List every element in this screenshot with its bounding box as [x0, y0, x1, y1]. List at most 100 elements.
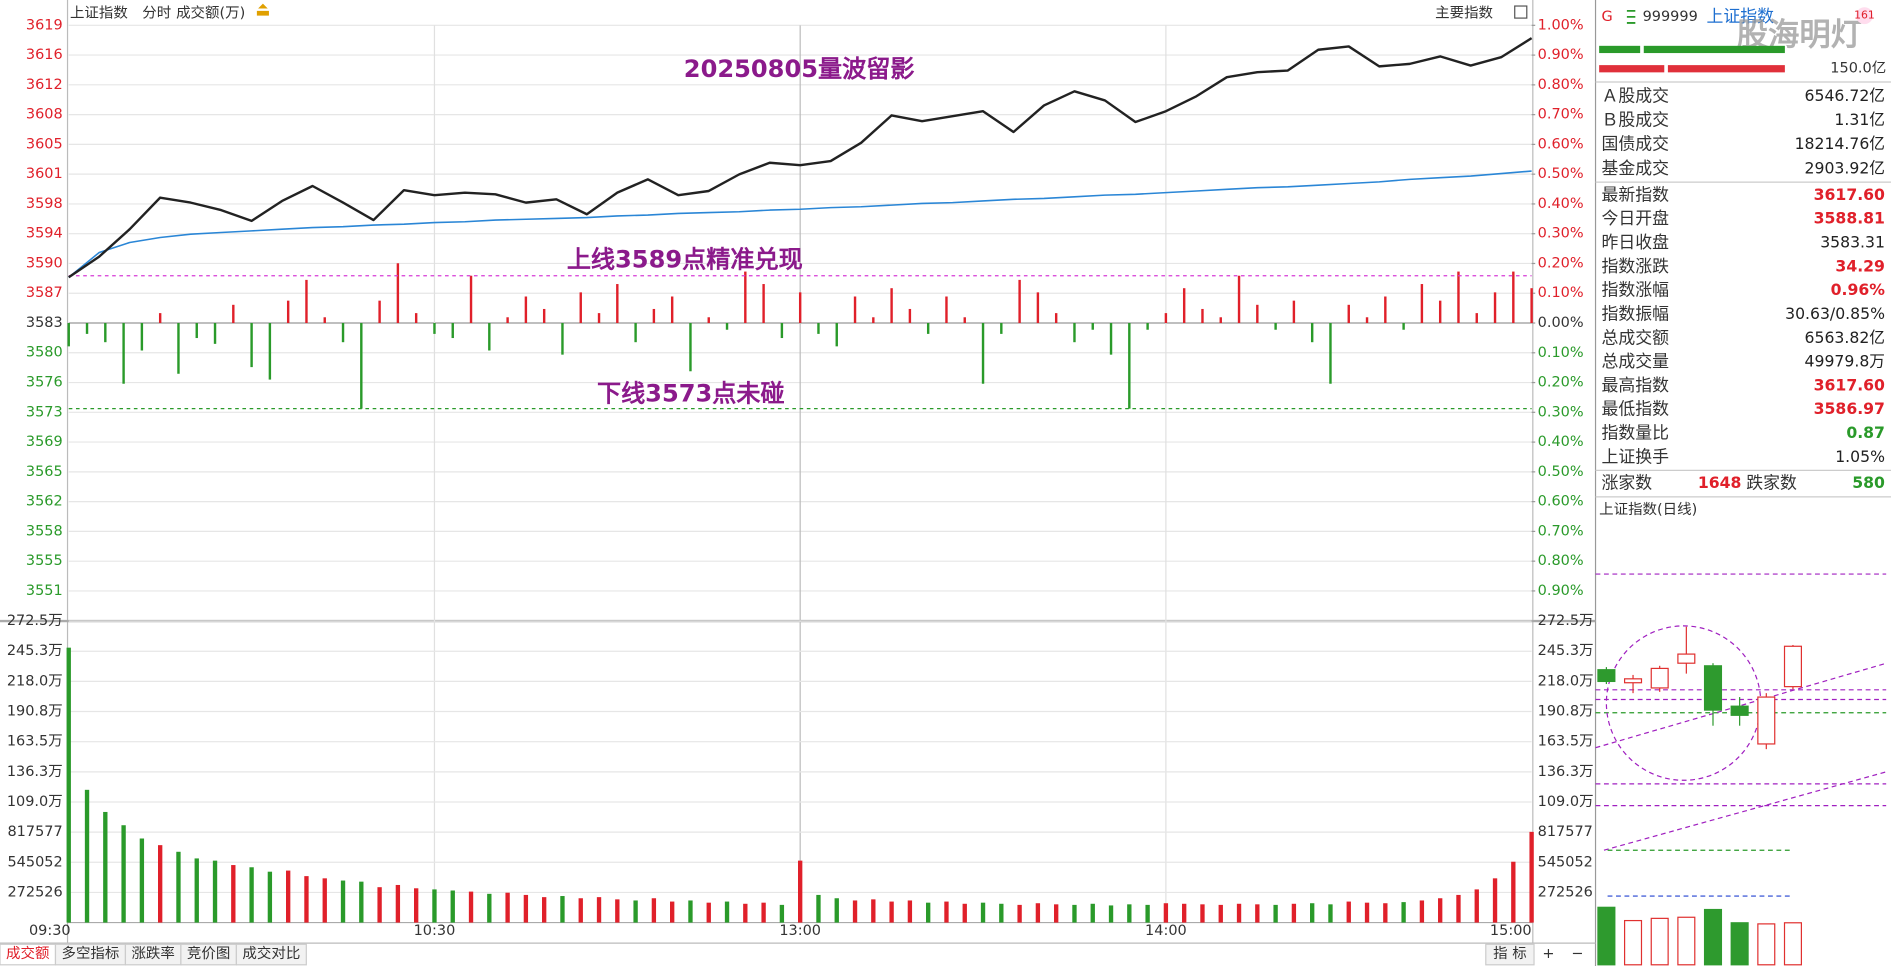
menu-icon[interactable]	[1626, 9, 1636, 24]
volume-bar	[395, 884, 401, 923]
quote-label: Ｂ股成交	[1602, 110, 1670, 130]
volume-bar	[103, 811, 108, 923]
header-icon[interactable]	[256, 3, 269, 16]
y2-tick-label: 163.5万	[1538, 734, 1594, 750]
header-right[interactable]: 主要指数	[1435, 4, 1493, 21]
footer-tab-label[interactable]: 成交额	[6, 944, 50, 962]
leader-bar	[762, 284, 765, 324]
leader-bar	[433, 323, 436, 334]
y-tick-label: 218.0万	[7, 673, 63, 689]
footer-tab[interactable]	[235, 943, 307, 966]
leader-bar	[67, 323, 70, 347]
leader-bar	[707, 317, 710, 324]
volume-bar	[1291, 903, 1297, 923]
leader-bar	[1402, 323, 1405, 330]
header-tab[interactable]: 分时	[142, 4, 171, 21]
leader-bar	[469, 275, 473, 324]
leader-bar	[1219, 317, 1222, 324]
leader-bar	[1000, 323, 1003, 334]
footer-tab-label[interactable]: 涨跌率	[131, 945, 174, 962]
leader-bar	[1274, 323, 1277, 330]
volume-bar	[304, 876, 309, 923]
quote-value: 6546.72亿	[1805, 86, 1885, 105]
mini-chart	[1597, 626, 1802, 966]
footer-tab-label[interactable]: 竞价图	[187, 944, 230, 962]
volume-bar	[468, 891, 474, 923]
indicator-label[interactable]: 指 标	[1493, 945, 1527, 962]
leader-bar	[579, 292, 582, 324]
volume-bar	[1127, 904, 1132, 923]
leader-bar	[305, 279, 308, 324]
volume-bar	[523, 894, 529, 923]
y2-tick-label: 0.40%	[1538, 196, 1584, 212]
zoom-button[interactable]: +	[1542, 946, 1554, 962]
leader-bar	[122, 323, 125, 384]
header-window-icon[interactable]	[1514, 5, 1528, 19]
zoom-button[interactable]: −	[1571, 946, 1583, 962]
volume-bar	[1419, 900, 1425, 923]
y-tick-label: 272.5万	[7, 613, 63, 629]
leader-bar	[817, 323, 820, 334]
quote-value: 1.31亿	[1834, 110, 1885, 129]
indicator-button[interactable]	[1485, 943, 1535, 966]
leader-bar	[451, 323, 454, 339]
volume-bar	[871, 899, 876, 923]
volume-bar	[980, 902, 986, 923]
y2-tick-label: 0.50%	[1538, 166, 1584, 182]
leader-bar	[360, 323, 363, 409]
volume-bar	[231, 865, 236, 923]
leader-bar	[414, 313, 418, 324]
candle-body	[1783, 645, 1802, 688]
volume-bar	[944, 901, 949, 923]
footer-tab-label[interactable]: 成交对比	[242, 944, 300, 962]
volume-bar	[1017, 904, 1022, 923]
mini-chart-title: 上证指数(日线)	[1599, 501, 1697, 518]
leader-bar	[1073, 323, 1076, 343]
footer-tab-label[interactable]: 多空指标	[62, 945, 120, 962]
leader-bar	[780, 323, 784, 339]
power-bar	[1599, 65, 1665, 73]
leader-bar	[1237, 275, 1241, 324]
leader-bar	[286, 300, 290, 324]
advance-label: 涨家数	[1602, 473, 1653, 493]
volume-bar	[414, 888, 419, 923]
leader-bar	[981, 323, 985, 384]
volume-bar	[340, 880, 346, 923]
y-tick-label: 3573	[26, 404, 63, 420]
y2-tick-label: 0.40%	[1538, 434, 1584, 450]
leader-bar	[1384, 296, 1387, 324]
leader-bar	[670, 296, 674, 324]
quote-value: 34.29	[1835, 256, 1885, 275]
volume-bar	[1346, 901, 1351, 923]
quote-value: 30.63/0.85%	[1785, 304, 1885, 323]
y-tick-label: 3590	[26, 255, 63, 271]
annotation: 20250805量波留影	[684, 55, 915, 83]
leader-bar	[597, 313, 601, 324]
y-tick-label: 3612	[26, 77, 63, 93]
quote-value: 3586.97	[1814, 399, 1885, 418]
badge-bg	[1856, 7, 1873, 25]
y2-tick-label: 0.60%	[1538, 136, 1584, 152]
volume-bar	[1456, 894, 1461, 923]
quote-value: 3583.31	[1820, 233, 1885, 252]
volume-bar	[1401, 902, 1406, 923]
y-tick-label: 3601	[26, 166, 63, 182]
y-tick-label: 3619	[26, 17, 63, 33]
y-tick-label: 3608	[26, 107, 63, 123]
volume-bar	[962, 903, 967, 923]
volume-bar	[651, 898, 657, 923]
leader-bar	[104, 323, 107, 343]
header-tab[interactable]: 成交额(万)	[176, 3, 245, 21]
quote-label: 指数振幅	[1602, 303, 1670, 323]
y2-tick-label: 0.20%	[1538, 375, 1584, 391]
y2-tick-label: 1.00%	[1538, 17, 1584, 33]
y-tick-label: 3587	[26, 285, 63, 301]
daily-volume-bar	[1597, 906, 1616, 966]
leader-bar	[1201, 308, 1204, 324]
volume-bar	[816, 894, 821, 923]
code: 999999	[1643, 9, 1698, 25]
leader-bar	[1512, 271, 1515, 324]
volume-bar	[1054, 904, 1059, 923]
volume-bar	[542, 897, 547, 923]
